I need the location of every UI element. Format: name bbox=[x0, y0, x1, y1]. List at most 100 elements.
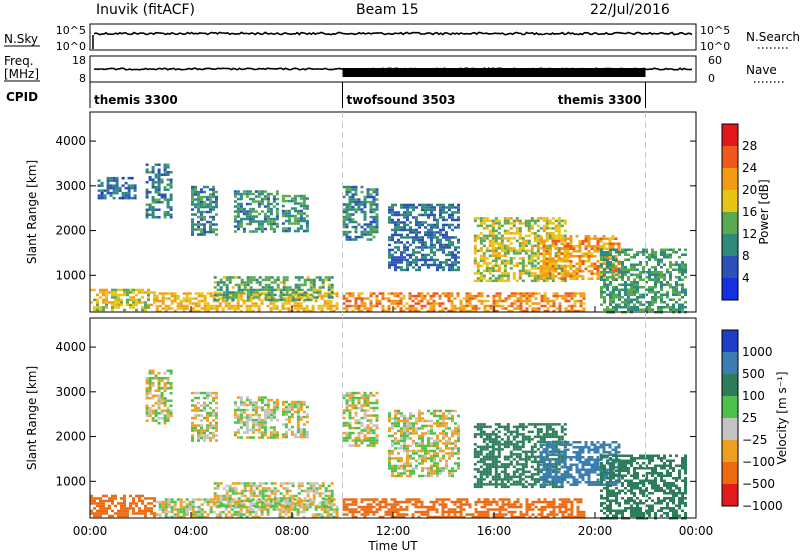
data-cell bbox=[170, 302, 174, 305]
data-cell bbox=[197, 208, 200, 211]
data-cell bbox=[492, 299, 496, 303]
data-cell bbox=[197, 225, 200, 229]
data-cell bbox=[524, 239, 528, 243]
data-cell bbox=[372, 218, 376, 221]
data-cell bbox=[206, 394, 209, 397]
data-cell bbox=[354, 441, 358, 445]
data-cell bbox=[272, 426, 276, 429]
data-cell bbox=[200, 203, 203, 206]
data-cell bbox=[621, 268, 624, 271]
data-cell bbox=[512, 237, 516, 240]
data-cell bbox=[406, 459, 409, 463]
data-cell bbox=[430, 472, 433, 475]
data-cell bbox=[445, 253, 448, 257]
data-cell bbox=[442, 233, 445, 237]
data-cell bbox=[153, 514, 156, 518]
data-cell bbox=[264, 276, 268, 279]
data-cell bbox=[519, 297, 523, 300]
data-cell bbox=[281, 209, 285, 213]
data-cell bbox=[303, 489, 307, 493]
data-cell bbox=[454, 261, 457, 264]
data-cell bbox=[102, 293, 105, 297]
data-cell bbox=[264, 288, 268, 292]
data-cell bbox=[303, 293, 307, 297]
data-cell bbox=[409, 236, 412, 239]
data-cell bbox=[439, 248, 442, 252]
data-cell bbox=[335, 515, 339, 519]
data-cell bbox=[363, 416, 367, 420]
data-cell bbox=[424, 226, 427, 229]
data-cell bbox=[281, 222, 285, 225]
data-cell bbox=[213, 281, 217, 284]
data-cell bbox=[403, 226, 406, 229]
data-cell bbox=[451, 251, 454, 254]
data-cell bbox=[330, 504, 334, 508]
data-cell bbox=[163, 399, 167, 402]
data-cell bbox=[203, 205, 206, 209]
data-cell bbox=[430, 258, 433, 262]
data-cell bbox=[642, 303, 645, 306]
data-cell bbox=[348, 215, 352, 219]
data-cell bbox=[675, 261, 678, 264]
data-cell bbox=[123, 308, 126, 312]
data-cell bbox=[330, 286, 334, 289]
data-cell bbox=[222, 291, 226, 294]
data-cell bbox=[548, 272, 552, 275]
data-cell bbox=[176, 515, 180, 519]
data-cell bbox=[284, 510, 288, 514]
data-cell bbox=[548, 219, 552, 223]
data-cell bbox=[648, 288, 651, 291]
data-cell bbox=[375, 439, 379, 442]
data-cell bbox=[381, 307, 385, 310]
data-cell bbox=[157, 178, 161, 181]
data-cell bbox=[176, 294, 180, 298]
data-cell bbox=[151, 377, 155, 380]
data-cell bbox=[99, 288, 102, 292]
data-cell bbox=[396, 304, 400, 308]
data-cell bbox=[521, 272, 525, 275]
data-cell bbox=[391, 203, 394, 207]
data-cell bbox=[630, 281, 633, 284]
data-cell bbox=[284, 405, 288, 409]
data-cell bbox=[114, 303, 117, 307]
data-cell bbox=[518, 222, 522, 225]
data-cell bbox=[237, 504, 241, 508]
data-cell bbox=[462, 307, 466, 310]
data-cell bbox=[391, 236, 394, 239]
data-cell bbox=[684, 268, 687, 271]
data-cell bbox=[454, 246, 457, 249]
data-cell bbox=[575, 245, 579, 248]
data-cell bbox=[249, 293, 253, 297]
data-cell bbox=[209, 223, 212, 226]
data-cell bbox=[545, 262, 549, 265]
data-cell bbox=[200, 218, 203, 221]
data-cell bbox=[197, 396, 200, 400]
data-cell bbox=[388, 221, 391, 224]
data-cell bbox=[430, 233, 433, 237]
data-cell bbox=[409, 256, 412, 259]
data-cell bbox=[348, 218, 352, 221]
data-cell bbox=[563, 279, 567, 283]
data-cell bbox=[412, 208, 415, 212]
data-cell bbox=[560, 242, 564, 245]
data-cell bbox=[151, 419, 155, 422]
data-cell bbox=[582, 302, 586, 305]
data-cell bbox=[557, 217, 561, 220]
data-cell bbox=[424, 221, 427, 224]
data-cell bbox=[173, 299, 177, 303]
data-cell bbox=[297, 482, 301, 485]
data-cell bbox=[600, 291, 603, 294]
data-cell bbox=[354, 444, 358, 447]
data-cell bbox=[141, 308, 144, 312]
data-cell bbox=[121, 196, 125, 200]
data-cell bbox=[675, 301, 678, 304]
data-cell bbox=[388, 417, 391, 420]
data-cell bbox=[234, 296, 238, 299]
data-cell bbox=[150, 512, 153, 515]
data-cell bbox=[324, 502, 328, 505]
data-cell bbox=[102, 291, 105, 294]
data-cell bbox=[203, 297, 207, 300]
data-cell bbox=[372, 304, 376, 308]
data-cell bbox=[260, 436, 264, 439]
data-cell bbox=[215, 292, 219, 295]
